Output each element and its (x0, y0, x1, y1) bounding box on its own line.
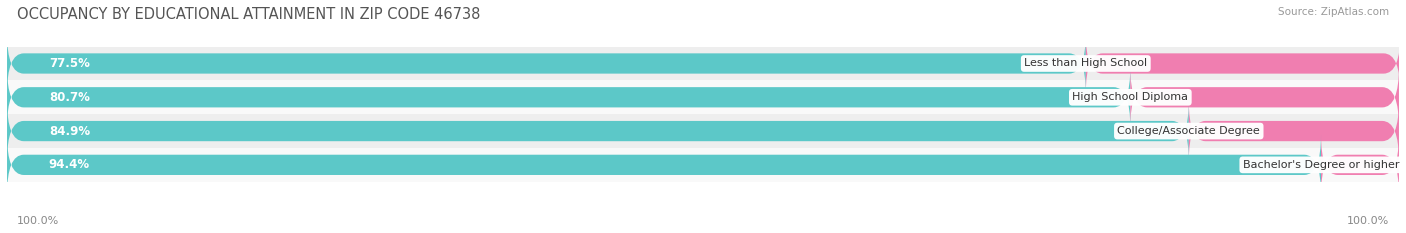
FancyBboxPatch shape (1189, 101, 1399, 161)
Text: OCCUPANCY BY EDUCATIONAL ATTAINMENT IN ZIP CODE 46738: OCCUPANCY BY EDUCATIONAL ATTAINMENT IN Z… (17, 7, 481, 22)
Text: 84.9%: 84.9% (49, 125, 90, 137)
FancyBboxPatch shape (1130, 67, 1399, 128)
FancyBboxPatch shape (7, 80, 1399, 114)
FancyBboxPatch shape (1322, 134, 1399, 195)
Text: 80.7%: 80.7% (49, 91, 90, 104)
Text: Source: ZipAtlas.com: Source: ZipAtlas.com (1278, 7, 1389, 17)
Text: High School Diploma: High School Diploma (1073, 92, 1188, 102)
FancyBboxPatch shape (7, 114, 1399, 148)
FancyBboxPatch shape (1085, 33, 1400, 94)
FancyBboxPatch shape (7, 67, 1130, 128)
Text: 100.0%: 100.0% (17, 216, 59, 226)
FancyBboxPatch shape (7, 47, 1399, 80)
Text: 94.4%: 94.4% (49, 158, 90, 171)
FancyBboxPatch shape (7, 101, 1189, 161)
Text: 77.5%: 77.5% (49, 57, 90, 70)
Text: College/Associate Degree: College/Associate Degree (1118, 126, 1260, 136)
FancyBboxPatch shape (7, 33, 1085, 94)
FancyBboxPatch shape (7, 148, 1399, 182)
Text: Less than High School: Less than High School (1024, 58, 1147, 69)
Text: Bachelor's Degree or higher: Bachelor's Degree or higher (1243, 160, 1399, 170)
FancyBboxPatch shape (7, 134, 1322, 195)
Text: 100.0%: 100.0% (1347, 216, 1389, 226)
